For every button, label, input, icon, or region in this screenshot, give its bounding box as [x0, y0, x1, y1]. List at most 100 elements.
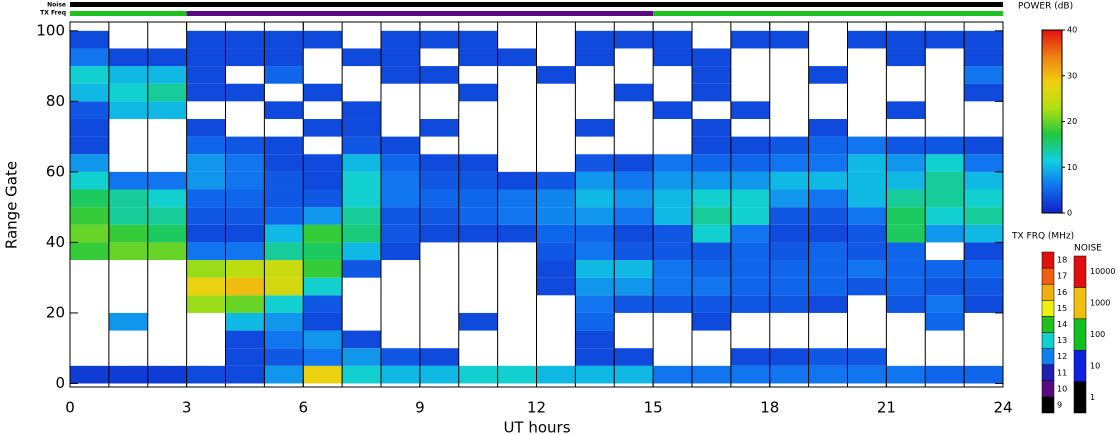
heatmap-cell [419, 224, 459, 243]
heatmap-cell [886, 277, 926, 296]
heatmap-cell [575, 207, 615, 225]
colorbar-tick-label: 10000 [1090, 267, 1115, 276]
heatmap-cell [342, 118, 381, 137]
heatmap-cell [225, 154, 265, 172]
heatmap-cell [575, 171, 615, 190]
heatmap-cell [303, 330, 343, 349]
heatmap-cell [653, 207, 692, 225]
heatmap-cell [303, 348, 343, 366]
heatmap-cell [653, 365, 692, 384]
heatmap-cell [925, 277, 965, 296]
heatmap-cell [925, 365, 965, 384]
colorbar-tick-label: 12 [1057, 352, 1067, 361]
heatmap-cell [303, 189, 343, 208]
heatmap-cell [614, 348, 654, 366]
y-tick-label: 80 [46, 92, 65, 110]
heatmap-cell [614, 171, 654, 190]
heatmap-cell [342, 189, 381, 208]
heatmap-cell [692, 83, 731, 102]
tx-colorbar-label: TX FRQ (MHz) [1011, 232, 1074, 242]
power-colorbar [1041, 29, 1063, 214]
x-tick-label: 18 [760, 399, 779, 417]
heatmap-cell [147, 48, 187, 67]
heatmap-cell [419, 189, 459, 208]
heatmap-cell [692, 154, 731, 172]
heatmap-cell [303, 118, 343, 137]
heatmap-cell [70, 224, 109, 243]
heatmap-cell [147, 207, 187, 225]
colorbar-tick-label: 30 [1067, 71, 1077, 80]
heatmap-cell [264, 295, 304, 313]
heatmap-cell [225, 136, 265, 155]
colorbar-tick-label: 13 [1057, 336, 1067, 345]
heatmap-cell [769, 242, 809, 261]
heatmap-cell [108, 189, 148, 208]
heatmap-cell [730, 207, 770, 225]
heatmap-cell [808, 365, 848, 384]
colorbar-band [1041, 396, 1055, 414]
heatmap-cell [419, 365, 459, 384]
heatmap-cell [730, 154, 770, 172]
heatmap-cell [536, 66, 576, 84]
heatmap-cell [497, 224, 537, 243]
heatmap-cell [70, 66, 109, 84]
heatmap-cell [653, 154, 692, 172]
heatmap-cell [847, 30, 887, 49]
heatmap-cell [808, 136, 848, 155]
x-tick-label: 6 [298, 399, 308, 417]
heatmap-cell [536, 207, 576, 225]
status-bar-segment [653, 11, 1003, 16]
heatmap-cell [614, 30, 654, 49]
colorbar-tick-label: 9 [1057, 400, 1062, 409]
colorbar-band [1073, 318, 1087, 351]
heatmap-cell [692, 295, 731, 313]
heatmap-cell [264, 66, 304, 84]
heatmap-cell [186, 136, 226, 155]
heatmap-cell [925, 312, 965, 331]
heatmap-cell [730, 365, 770, 384]
y-tick-label: 0 [55, 374, 65, 392]
heatmap-cell [847, 260, 887, 278]
heatmap-cell [808, 66, 848, 84]
heatmap-cell [147, 242, 187, 261]
heatmap-cell [730, 260, 770, 278]
heatmap-cell [458, 224, 498, 243]
colorbar-band [1041, 300, 1055, 317]
heatmap-cell [458, 154, 498, 172]
heatmap-cell [458, 83, 498, 102]
heatmap-cell [225, 295, 265, 313]
heatmap-cell [692, 312, 731, 331]
heatmap-cell [419, 171, 459, 190]
heatmap-cell [186, 295, 226, 313]
heatmap-cell [653, 260, 692, 278]
heatmap-cell [769, 348, 809, 366]
heatmap-cell [303, 83, 343, 102]
x-tick-label: 12 [527, 399, 546, 417]
heatmap-cell [808, 224, 848, 243]
heatmap-cell [342, 207, 381, 225]
colorbar-tick-label: 20 [1067, 117, 1077, 126]
heatmap-cell [342, 348, 381, 366]
heatmap-cell [964, 365, 1003, 384]
heatmap-cell [614, 224, 654, 243]
heatmap-cell [186, 207, 226, 225]
heatmap-cell [925, 295, 965, 313]
heatmap-cell [147, 66, 187, 84]
heatmap-cell [303, 224, 343, 243]
heatmap-cell [925, 189, 965, 208]
heatmap-cell [225, 277, 265, 296]
heatmap-cell [769, 277, 809, 296]
heatmap-cell [186, 365, 226, 384]
heatmap-cell [458, 207, 498, 225]
heatmap-cell [419, 66, 459, 84]
heatmap-cell [847, 154, 887, 172]
heatmap-cell [381, 171, 420, 190]
heatmap-cell [886, 30, 926, 49]
heatmap-cell [303, 260, 343, 278]
heatmap-cell [225, 330, 265, 349]
heatmap-cell [653, 171, 692, 190]
heatmap-cell [730, 277, 770, 296]
heatmap-cell [730, 101, 770, 119]
heatmap-cell [225, 48, 265, 67]
x-tick-label: 0 [65, 399, 75, 417]
